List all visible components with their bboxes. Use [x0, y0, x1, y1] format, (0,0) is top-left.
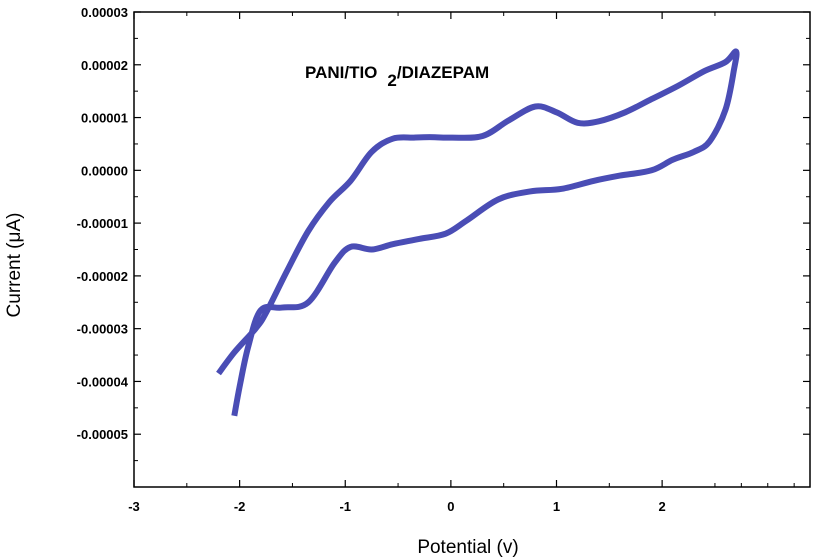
chart-title-suffix: /DIAZEPAM	[397, 63, 489, 82]
chart-title-subscript: 2	[387, 71, 396, 90]
x-axis-title: Potential (v)	[417, 537, 518, 558]
y-tick-label: 0.00002	[81, 58, 128, 73]
x-tick-label: 2	[659, 499, 666, 514]
y-tick-label: -0.00004	[77, 374, 129, 389]
y-axis-title: Current (μA)	[4, 213, 25, 318]
x-tick-label: -3	[128, 499, 140, 514]
y-tick-label: -0.00001	[77, 216, 128, 231]
y-tick-label: 0.00000	[81, 163, 128, 178]
y-tick-label: -0.00005	[77, 427, 128, 442]
x-tick-label: -1	[339, 499, 351, 514]
x-axis-ticks: -3 -2 -1 0 1 2	[128, 12, 795, 514]
x-tick-label: 0	[447, 499, 454, 514]
chart-title-main: PANI/TIO	[305, 63, 377, 82]
y-tick-label: -0.00002	[77, 269, 128, 284]
series-line-0	[216, 48, 740, 417]
x-tick-label: 1	[553, 499, 560, 514]
chart-title: PANI/TIO 2/DIAZEPAM	[305, 63, 489, 90]
x-tick-label: -2	[234, 499, 246, 514]
y-tick-label: -0.00003	[77, 322, 128, 337]
y-tick-label: 0.00003	[81, 5, 128, 20]
series-layer	[216, 48, 740, 417]
y-tick-label: 0.00001	[81, 111, 128, 126]
y-axis-ticks: -0.00005 -0.00004 -0.00003 -0.00002 -0.00001…	[77, 5, 810, 462]
